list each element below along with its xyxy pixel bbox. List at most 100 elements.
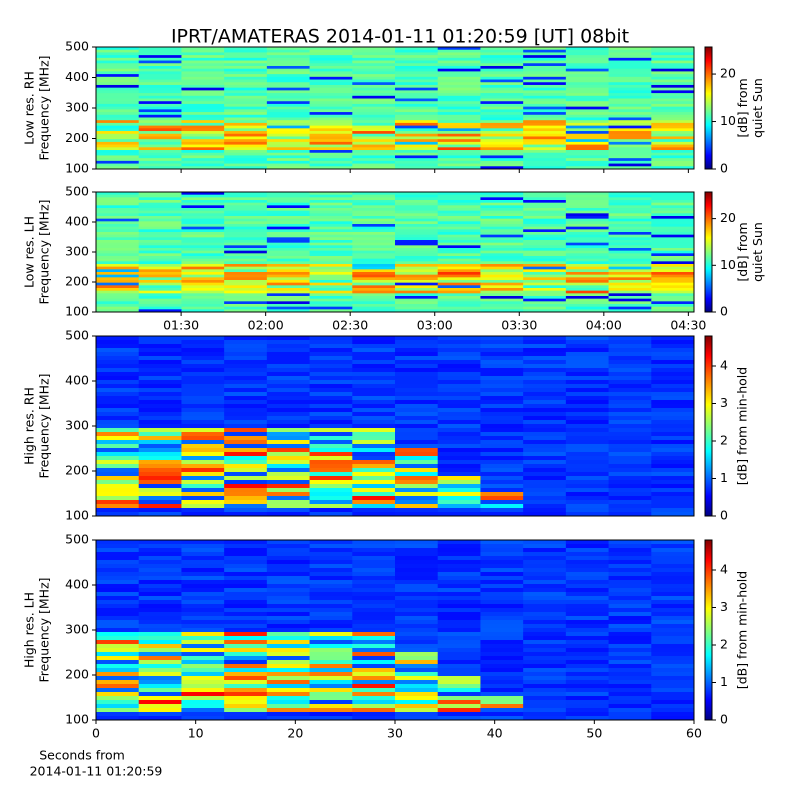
y-tick-label: 400 [65, 373, 89, 388]
spectrogram-cell [437, 65, 481, 70]
spectrogram-cell [224, 496, 268, 501]
spectrogram-cell [96, 496, 140, 501]
spectrogram-cell [266, 440, 311, 445]
spectrogram-cell [96, 306, 140, 310]
spectrogram-cell [608, 74, 652, 78]
spectrogram-cell [266, 226, 311, 230]
spectrogram-cell [565, 155, 610, 159]
spectrogram-cell [523, 632, 567, 637]
spectrogram-cell [266, 484, 311, 489]
spectrogram-cell [437, 87, 481, 91]
spectrogram-cell [138, 484, 182, 489]
spectrogram-cell [523, 224, 567, 228]
spectrogram-cell [395, 600, 439, 605]
spectrogram-cell [651, 296, 695, 300]
spectrogram-cell [395, 384, 439, 389]
spectrogram-cell [608, 412, 652, 417]
spectrogram-cell [395, 672, 439, 677]
spectrogram-cell [96, 384, 140, 389]
spectrogram-cell [352, 47, 396, 51]
spectrogram-cell [608, 258, 652, 262]
spectrogram-cell [608, 368, 652, 373]
spectrogram-cell [651, 408, 695, 413]
spectrogram-cell [565, 258, 610, 262]
spectrogram-cell [181, 468, 225, 473]
spectrogram-cell [96, 432, 140, 437]
spectrogram-cell [266, 79, 311, 83]
spectrogram-cell [565, 612, 610, 617]
spectrogram-cell [96, 163, 140, 167]
spectrogram-cell [523, 216, 567, 220]
spectrogram-cell [651, 628, 695, 633]
spectrogram-cell [266, 60, 311, 64]
spectrogram-cell [224, 336, 268, 341]
spectrogram-cell [181, 448, 225, 453]
spectrogram-cell [96, 640, 140, 645]
spectrogram-cell [651, 150, 695, 154]
spectrogram-cell [395, 484, 439, 489]
spectrogram-cell [352, 133, 396, 137]
spectrogram-cell [651, 644, 695, 649]
spectrogram-cell [138, 309, 182, 313]
spectrogram-cell [523, 71, 567, 75]
spectrogram-cell [523, 82, 567, 86]
spectrogram-cell [309, 676, 353, 681]
spectrogram-cell [651, 552, 695, 557]
spectrogram-cell [651, 128, 695, 132]
spectrogram-cell [309, 600, 353, 605]
spectrogram-cell [651, 416, 695, 421]
spectrogram-cell [352, 120, 396, 124]
spectrogram-cell [565, 103, 610, 108]
spectrogram-cell [565, 608, 610, 613]
spectrogram-cell [266, 114, 311, 118]
spectrogram-cell [608, 708, 652, 713]
spectrogram-cell [266, 90, 311, 94]
spectrogram-cell [480, 160, 524, 165]
spectrogram-cell [96, 301, 140, 305]
spectrogram-cell [437, 226, 481, 230]
spectrogram-cell [352, 592, 396, 597]
spectrogram-cell [608, 141, 652, 146]
spectrogram-cell [523, 296, 567, 300]
spectrogram-cell [138, 216, 182, 220]
spectrogram-cell [480, 101, 524, 105]
spectrogram-cell [480, 564, 524, 569]
spectrogram-cell [480, 620, 524, 625]
y-tick-label: 200 [65, 274, 89, 289]
spectrogram-cell [437, 412, 481, 417]
spectrogram-cell [96, 200, 140, 204]
spectrogram-cell [395, 428, 439, 433]
spectrogram-cell [309, 552, 353, 557]
spectrogram-cell [181, 416, 225, 421]
spectrogram-cell [266, 256, 311, 260]
spectrogram-cell [651, 192, 695, 196]
spectrogram-cell [480, 208, 524, 212]
spectrogram-cell [480, 245, 524, 249]
spectrogram-cell [651, 282, 695, 286]
spectrogram-cell [96, 288, 140, 292]
spectrogram-cell [266, 444, 311, 449]
spectrogram-cell [266, 131, 311, 135]
spectrogram-cell [138, 221, 182, 225]
spectrogram-cell [309, 624, 353, 629]
spectrogram-cell [523, 293, 567, 297]
spectrogram-cell [651, 277, 695, 281]
spectrogram-cell [523, 210, 567, 214]
spectrogram-cell [480, 588, 524, 593]
spectrogram-cell [523, 372, 567, 377]
spectrogram-cell [266, 245, 311, 249]
spectrogram-cell [608, 508, 652, 513]
spectrogram-cell [651, 484, 695, 489]
spectrogram-cell [138, 696, 182, 701]
spectrogram-cell [437, 49, 481, 53]
spectrogram-cell [266, 500, 311, 505]
spectrogram-cell [181, 277, 225, 281]
spectrogram-cell [352, 444, 396, 449]
spectrogram-cell [224, 160, 268, 165]
spectrogram-cell [138, 65, 182, 70]
spectrogram-cell [266, 269, 311, 273]
spectrogram-cell [523, 616, 567, 621]
spectrogram-cell [96, 205, 140, 209]
spectrogram-cell [309, 684, 353, 689]
spectrogram-cell [395, 277, 439, 281]
